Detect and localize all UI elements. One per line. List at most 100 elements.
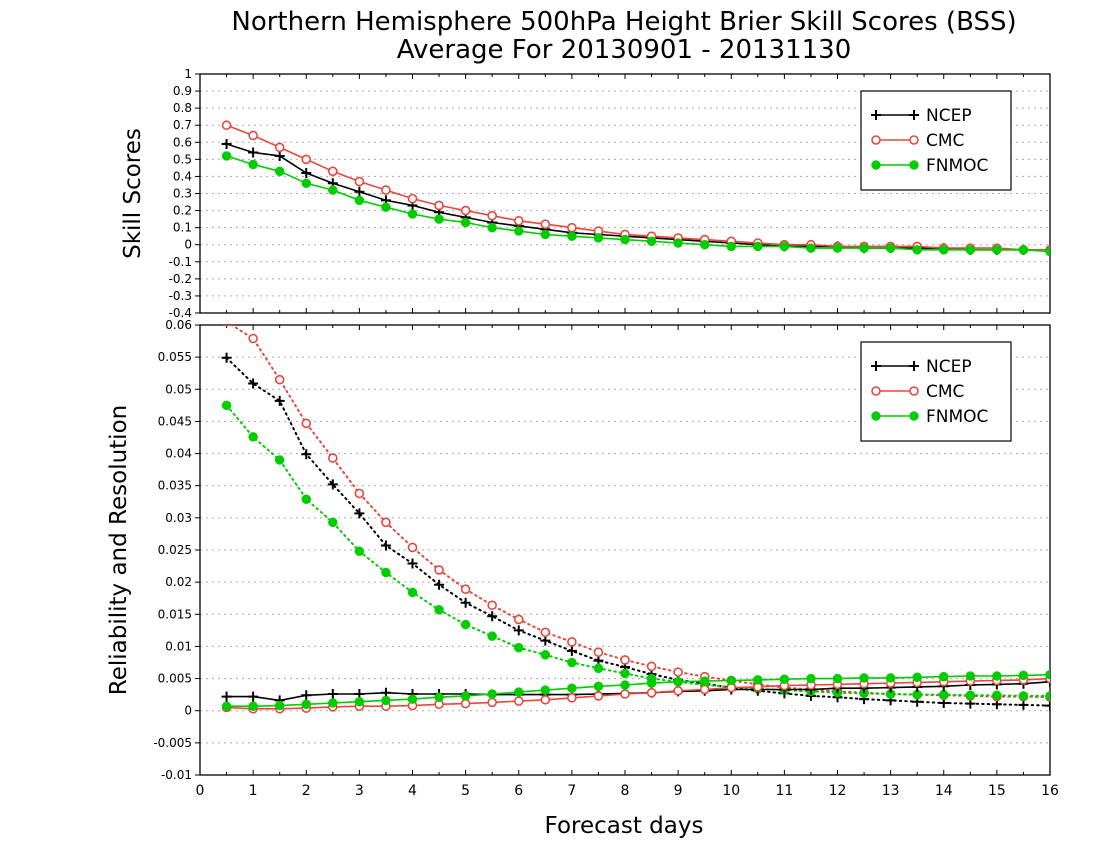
data-point-cmc xyxy=(381,517,391,528)
legend-label-cmc: CMC xyxy=(926,382,964,402)
data-point-ncep xyxy=(301,449,312,460)
data-point-cmc xyxy=(567,222,577,233)
data-point-cmc xyxy=(487,210,497,221)
data-point-fnmoc xyxy=(699,676,710,686)
data-point-ncep xyxy=(221,138,232,149)
data-point-cmc xyxy=(513,216,524,226)
data-point-ncep xyxy=(248,147,259,158)
data-point-fnmoc xyxy=(753,241,763,252)
data-point-fnmoc xyxy=(567,657,577,668)
y-tick-label: -0.1 xyxy=(169,255,192,269)
data-point-fnmoc xyxy=(593,233,604,243)
y-tick-label: 0.02 xyxy=(165,575,192,589)
x-tick-label: 14 xyxy=(935,783,953,799)
data-point-cmc xyxy=(620,689,630,699)
y-axis-label: Skill Scores xyxy=(120,128,146,259)
series-group xyxy=(221,120,1050,257)
panel-2: -0.01 -0.005 0 0.005 0.01 0.015 0.02 0.025 0.03 0… xyxy=(106,318,1059,799)
data-point-fnmoc xyxy=(1045,691,1050,701)
data-point-cmc xyxy=(328,453,338,463)
data-point-fnmoc xyxy=(620,668,630,679)
data-point-fnmoc xyxy=(726,675,736,686)
data-point-fnmoc xyxy=(1018,670,1029,681)
series-line-fnmoc-dotted xyxy=(225,404,1050,697)
legend-label-cmc: CMC xyxy=(926,131,964,151)
data-point-fnmoc xyxy=(1045,669,1050,680)
data-point-cmc xyxy=(567,693,577,703)
data-point-cmc xyxy=(221,120,232,131)
data-point-fnmoc xyxy=(753,675,763,685)
data-point-fnmoc xyxy=(540,229,551,240)
data-point-ncep xyxy=(407,558,418,569)
data-point-fnmoc xyxy=(381,695,391,706)
data-point-ncep xyxy=(248,691,259,702)
y-tick-label: 0.035 xyxy=(158,479,192,493)
x-tick-label: 4 xyxy=(408,783,417,799)
data-point-fnmoc xyxy=(301,699,311,710)
data-point-cmc xyxy=(301,154,312,165)
y-tick-label: 0.045 xyxy=(158,414,192,428)
data-point-fnmoc xyxy=(407,209,418,219)
y-tick-label: 0.4 xyxy=(173,169,192,183)
data-point-cmc xyxy=(460,205,471,216)
legend-marker-cmc xyxy=(909,386,919,396)
data-point-fnmoc xyxy=(620,680,630,690)
data-point-fnmoc xyxy=(434,692,444,702)
legend-label-ncep: NCEP xyxy=(926,357,972,377)
data-point-cmc xyxy=(673,667,683,677)
data-point-fnmoc xyxy=(487,222,497,233)
data-point-cmc xyxy=(540,694,551,705)
data-point-fnmoc xyxy=(328,185,338,195)
data-point-fnmoc xyxy=(859,673,869,683)
legend: NCEP CMC FNMOC xyxy=(860,341,1012,442)
series-group xyxy=(221,325,1050,714)
data-point-fnmoc xyxy=(992,671,1002,681)
x-tick-label: 3 xyxy=(355,783,364,799)
data-point-fnmoc xyxy=(646,236,657,247)
panel-1: -0.4 -0.3 -0.2 -0.1 0 0.1 0.2 0.3 0.4 0.5 0.6 0.7 0.… xyxy=(120,67,1051,320)
data-point-fnmoc xyxy=(354,195,365,206)
data-point-fnmoc xyxy=(274,700,285,711)
data-point-cmc xyxy=(460,584,471,595)
data-point-fnmoc xyxy=(407,694,418,704)
data-point-fnmoc xyxy=(885,673,896,683)
data-point-cmc xyxy=(460,698,471,709)
data-point-cmc xyxy=(593,691,604,701)
data-point-fnmoc xyxy=(301,494,311,504)
y-tick-label: 0.015 xyxy=(158,607,192,621)
data-point-fnmoc xyxy=(939,671,949,682)
legend-marker-fnmoc xyxy=(871,411,881,421)
data-point-fnmoc xyxy=(992,690,1002,701)
data-point-cmc xyxy=(328,166,338,177)
y-tick-label: 0.1 xyxy=(173,221,192,235)
y-tick-label: -0.3 xyxy=(169,289,192,303)
data-point-cmc xyxy=(513,614,524,625)
data-point-ncep xyxy=(327,689,338,699)
data-point-cmc xyxy=(222,325,231,327)
data-point-fnmoc xyxy=(912,672,922,683)
legend-marker-ncep xyxy=(871,110,881,120)
data-point-fnmoc xyxy=(514,642,524,653)
chart-title-line2: Average For 20130901 - 20131130 xyxy=(397,35,852,65)
data-point-fnmoc xyxy=(779,241,790,252)
data-point-fnmoc xyxy=(939,245,949,255)
data-point-fnmoc xyxy=(1018,245,1029,255)
x-tick-label: 2 xyxy=(302,783,311,799)
data-point-cmc xyxy=(699,684,710,695)
data-point-cmc xyxy=(540,627,551,638)
y-tick-label: 0.05 xyxy=(165,382,192,396)
data-point-fnmoc xyxy=(221,151,232,161)
data-point-fnmoc xyxy=(726,241,736,252)
x-tick-label: 0 xyxy=(196,783,205,799)
data-point-fnmoc xyxy=(673,677,683,687)
data-point-ncep xyxy=(1045,700,1050,711)
data-point-cmc xyxy=(620,655,630,665)
data-point-cmc xyxy=(593,647,604,658)
data-point-ncep xyxy=(221,352,232,363)
data-point-cmc xyxy=(248,333,258,344)
x-tick-label: 8 xyxy=(621,783,630,799)
data-point-cmc xyxy=(540,219,551,230)
chart-panels: -0.4 -0.3 -0.2 -0.1 0 0.1 0.2 0.3 0.4 0.5 0.6 0.7 0.… xyxy=(106,67,1059,799)
data-point-ncep xyxy=(487,611,498,622)
data-point-cmc xyxy=(274,142,285,153)
